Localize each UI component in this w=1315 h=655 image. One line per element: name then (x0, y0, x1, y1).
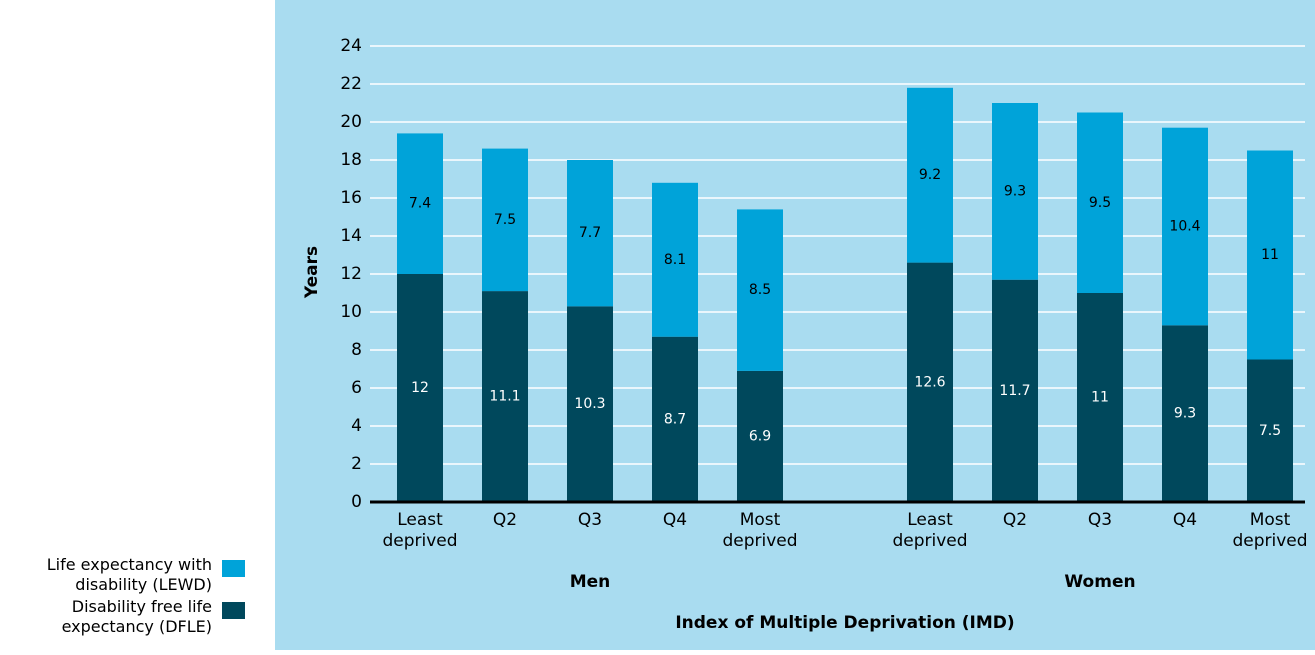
x-tick-label: Least deprived (382, 510, 458, 551)
x-tick-label: Q2 (1002, 510, 1028, 530)
bar-segment (652, 336, 698, 502)
x-tick-label: Most deprived (1232, 510, 1308, 551)
x-tick-label: Q3 (1087, 510, 1113, 530)
value-label: 11.1 (489, 389, 520, 405)
bar-segment (1247, 359, 1293, 502)
x-tick-label: Q4 (1172, 510, 1198, 530)
bar-segment (737, 209, 783, 371)
y-tick-label: 14 (340, 226, 362, 246)
plot-background (275, 0, 1315, 650)
value-label: 7.7 (579, 225, 601, 241)
y-tick-label: 12 (340, 264, 362, 284)
bar-segment (1077, 293, 1123, 502)
bar-segment (1162, 127, 1208, 326)
value-label: 7.4 (409, 196, 431, 212)
y-tick-label: 24 (340, 36, 362, 56)
value-label: 10.3 (574, 396, 605, 412)
x-tick-label: Q2 (492, 510, 518, 530)
bar-segment (482, 148, 528, 292)
value-label: 8.7 (664, 411, 686, 427)
value-label: 8.1 (664, 252, 686, 268)
value-label: 8.5 (749, 282, 771, 298)
value-label: 6.9 (749, 428, 771, 444)
y-tick-label: 8 (351, 340, 362, 360)
y-tick-label: 6 (351, 378, 362, 398)
legend-label: Disability free life expectancy (DFLE) (61, 597, 212, 636)
value-label: 12 (411, 380, 429, 396)
legend-label: Life expectancy with disability (LEWD) (46, 555, 212, 594)
y-tick-label: 2 (351, 454, 362, 474)
y-axis-title: Years (302, 246, 322, 299)
bar-segment (737, 370, 783, 502)
bar-segment (397, 133, 443, 274)
y-tick-label: 20 (340, 112, 362, 132)
bar-segment (1077, 112, 1123, 293)
value-label: 11 (1091, 390, 1109, 406)
value-label: 9.3 (1004, 183, 1026, 199)
bar-segment (567, 306, 613, 502)
bar-segment (482, 291, 528, 502)
y-tick-label: 10 (340, 302, 362, 322)
value-label: 11 (1261, 247, 1279, 263)
group-label: Women (1064, 572, 1136, 592)
value-label: 9.5 (1089, 195, 1111, 211)
legend-swatch (222, 560, 245, 577)
y-tick-label: 0 (351, 492, 362, 512)
legend-swatch (222, 602, 245, 619)
value-label: 12.6 (914, 374, 945, 390)
y-tick-label: 22 (340, 74, 362, 94)
y-tick-label: 16 (340, 188, 362, 208)
bar-segment (567, 160, 613, 307)
value-label: 11.7 (999, 383, 1030, 399)
y-tick-label: 4 (351, 416, 362, 436)
bar-segment (992, 279, 1038, 502)
bar-segment (397, 274, 443, 502)
bar-segment (1247, 150, 1293, 360)
x-tick-label: Q3 (577, 510, 603, 530)
bar-segment (1162, 325, 1208, 502)
bar-segment (652, 182, 698, 337)
y-tick-label: 18 (340, 150, 362, 170)
bar-segment (907, 87, 953, 263)
x-tick-label: Least deprived (892, 510, 968, 551)
x-tick-label: Most deprived (722, 510, 798, 551)
bar-segment (907, 262, 953, 502)
value-label: 7.5 (1259, 423, 1281, 439)
value-label: 9.2 (919, 167, 941, 183)
value-label: 9.3 (1174, 406, 1196, 422)
bar-segment (992, 103, 1038, 280)
x-tick-label: Q4 (662, 510, 688, 530)
value-label: 7.5 (494, 212, 516, 228)
x-axis-title: Index of Multiple Deprivation (IMD) (675, 613, 1014, 633)
group-label: Men (569, 572, 611, 592)
value-label: 10.4 (1169, 219, 1200, 235)
